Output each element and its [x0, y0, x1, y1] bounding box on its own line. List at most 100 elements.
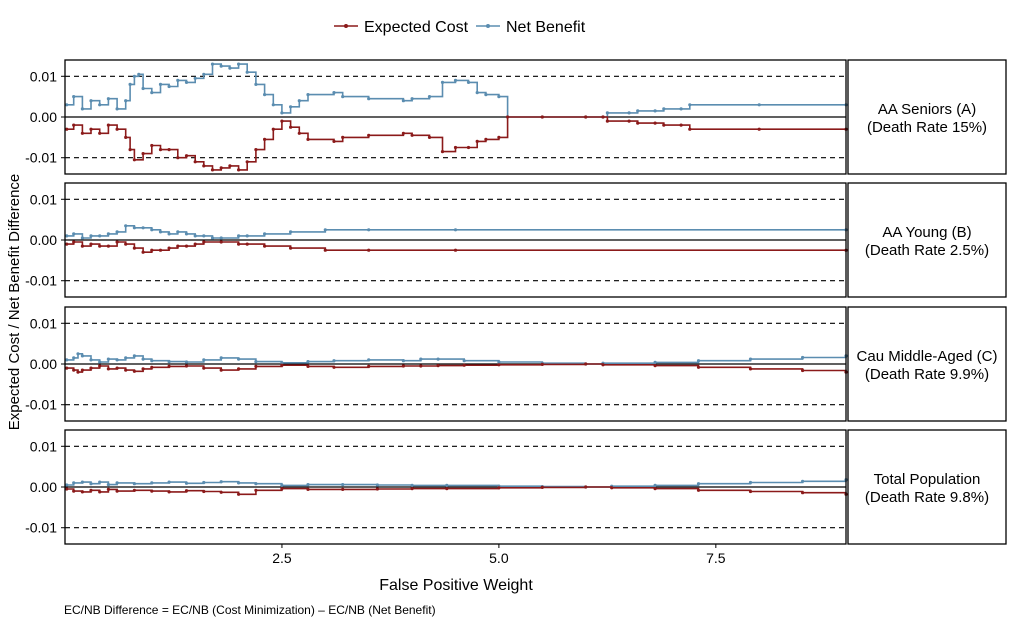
- data-point: [297, 131, 301, 135]
- data-point: [167, 480, 171, 484]
- data-point: [228, 66, 232, 70]
- y-tick-label: -0.01: [25, 520, 57, 536]
- data-point: [605, 111, 610, 115]
- data-point: [280, 119, 284, 123]
- data-point: [653, 487, 657, 491]
- data-point: [748, 357, 753, 361]
- data-point: [375, 483, 379, 487]
- data-point: [193, 242, 197, 246]
- data-point: [401, 364, 405, 368]
- data-point: [280, 361, 284, 365]
- y-tick-label: -0.01: [25, 397, 57, 413]
- strip-label-line1: AA Seniors (A): [878, 101, 976, 118]
- data-point: [245, 70, 249, 74]
- data-point: [124, 135, 128, 139]
- data-point: [124, 224, 128, 228]
- data-point: [367, 358, 371, 362]
- data-point: [584, 362, 588, 366]
- data-point: [150, 489, 154, 493]
- data-point: [245, 242, 249, 246]
- data-point: [106, 97, 110, 101]
- data-point: [124, 99, 128, 103]
- data-point: [132, 488, 136, 492]
- x-tick-label: 2.5: [272, 550, 292, 566]
- legend-key-expected-cost-dot: [344, 24, 348, 28]
- data-point: [98, 480, 102, 484]
- data-point: [150, 143, 154, 148]
- data-point: [124, 368, 128, 372]
- data-point: [436, 364, 440, 368]
- legend-label-net-benefit: Net Benefit: [506, 19, 586, 36]
- strip-label-line1: AA Young (B): [882, 224, 971, 241]
- data-point: [72, 232, 76, 236]
- data-point: [202, 358, 206, 362]
- data-point: [653, 364, 657, 368]
- data-point: [132, 226, 136, 230]
- data-point: [141, 226, 145, 230]
- data-point: [341, 483, 345, 487]
- panel-4: 0.01 0.00 -0.01 Total Population(Death Rate…: [25, 429, 1007, 545]
- data-point: [80, 354, 84, 358]
- data-point: [410, 97, 414, 101]
- data-point: [184, 244, 189, 248]
- data-point: [141, 357, 145, 361]
- data-point: [65, 487, 69, 491]
- data-point: [306, 137, 310, 141]
- legend-label-expected-cost: Expected Cost: [364, 19, 469, 36]
- data-point: [158, 248, 163, 252]
- data-point: [202, 489, 206, 494]
- panel-2: 0.01 0.00 -0.01 AA Young (B)(Death Rate 2.5…: [25, 182, 1007, 298]
- data-point: [158, 82, 163, 86]
- data-point: [158, 148, 163, 152]
- data-point: [367, 97, 371, 101]
- data-point: [237, 367, 241, 371]
- data-point: [65, 242, 69, 246]
- data-point: [76, 370, 80, 374]
- data-point: [167, 232, 171, 236]
- data-point: [184, 360, 189, 364]
- data-point: [289, 230, 293, 234]
- data-point: [237, 492, 241, 496]
- data-point: [462, 359, 466, 363]
- data-point: [80, 236, 84, 240]
- data-point: [289, 125, 293, 129]
- data-point: [193, 234, 197, 238]
- data-point: [289, 246, 293, 250]
- series-points-expected-cost: [65, 115, 848, 172]
- data-point: [141, 367, 145, 371]
- data-point: [106, 357, 110, 361]
- series-points-expected-cost: [65, 485, 848, 496]
- legend-key-net-benefit-dot: [486, 24, 490, 28]
- data-point: [115, 358, 119, 362]
- data-point: [306, 364, 310, 368]
- data-point: [427, 95, 432, 99]
- data-point: [263, 137, 267, 141]
- data-point: [653, 360, 657, 364]
- strip-box: [847, 429, 1007, 545]
- data-point: [106, 483, 110, 487]
- data-point: [497, 135, 501, 139]
- data-point: [150, 365, 154, 369]
- data-point: [237, 357, 241, 361]
- data-point: [150, 481, 154, 485]
- data-point: [453, 248, 458, 252]
- data-point: [167, 490, 171, 494]
- series-line-expected-cost: [66, 486, 847, 496]
- series-points-net-benefit: [65, 224, 848, 240]
- data-point: [341, 487, 345, 491]
- data-point: [453, 228, 458, 232]
- data-point: [653, 109, 657, 113]
- data-point: [367, 364, 371, 368]
- data-point: [323, 228, 327, 232]
- data-point: [584, 115, 588, 119]
- data-point: [80, 131, 84, 135]
- data-point: [128, 148, 132, 152]
- data-point: [176, 156, 180, 160]
- series-line-expected-cost: [66, 363, 847, 373]
- data-point: [297, 99, 301, 103]
- data-point: [401, 359, 405, 363]
- data-point: [601, 115, 605, 119]
- data-point: [65, 483, 69, 487]
- data-point: [167, 360, 171, 364]
- series-line-net-benefit: [66, 479, 847, 488]
